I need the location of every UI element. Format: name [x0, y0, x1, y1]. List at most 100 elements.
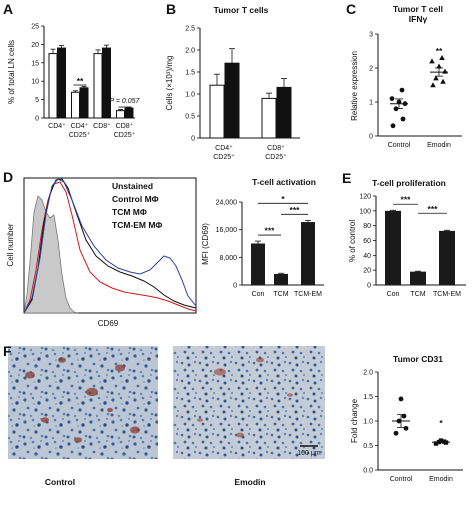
- data-point: [400, 116, 406, 122]
- bar-control: [93, 53, 103, 119]
- stain-spot: [25, 371, 35, 379]
- image-caption: Control: [45, 477, 75, 487]
- y-tick-label: 2.0: [363, 370, 373, 377]
- x-tick-label: Control: [388, 142, 411, 149]
- bar-control: [261, 97, 277, 139]
- x-tick-label: CD25⁺: [213, 153, 235, 161]
- stain-spot: [107, 407, 113, 413]
- chart-b: Tumor T cells 0 0.5 1.0 1.5 2.0 2.5 Cells (×10³…: [165, 5, 300, 161]
- x-tick-label: CD8⁺: [267, 144, 285, 152]
- significance-label: ***: [428, 204, 439, 214]
- x-axis-label: CD69: [98, 319, 119, 328]
- data-point: [433, 75, 439, 81]
- x-tick-label: Emodin: [429, 476, 453, 483]
- y-tick-label: 100: [359, 208, 371, 215]
- x-tick-label: CD8⁺: [93, 122, 111, 130]
- significance-label: **: [436, 46, 443, 56]
- bar-tcm-em: [301, 222, 315, 285]
- x-tick-label: Con: [252, 291, 265, 298]
- y-tick-label: 25: [31, 24, 39, 31]
- bar-emodin: [276, 86, 292, 139]
- series-tcm-em: [23, 178, 197, 314]
- x-tick-label: TCM: [410, 291, 425, 298]
- significance-label: ***: [401, 195, 412, 205]
- bar-con: [251, 243, 265, 285]
- legend-entry: Control MΦ: [112, 194, 159, 204]
- x-tick-label: CD4⁺: [48, 122, 66, 130]
- data-point: [398, 396, 404, 402]
- y-tick-label: 0.0: [363, 468, 373, 475]
- panel-label-f: F: [3, 343, 12, 359]
- y-tick-label: 80: [363, 223, 371, 230]
- significance-label: ***: [290, 205, 301, 215]
- stain-spot: [214, 368, 226, 376]
- chart-d-histogram: Cell number CD69 Unstained Control MΦ TCM MΦ…: [6, 177, 197, 328]
- plot-frame: [23, 177, 197, 314]
- chart-subtitle: IFNγ: [409, 14, 428, 24]
- x-tick-label: CD8⁺: [116, 122, 134, 130]
- image-emodin: 100 μm: [173, 346, 325, 459]
- y-tick-label: 0.5: [363, 443, 373, 450]
- y-axis-label: % of control: [348, 220, 357, 262]
- y-tick-label: 0: [35, 116, 39, 123]
- data-point: [393, 430, 399, 436]
- p-value-label: P = 0.057: [110, 98, 141, 105]
- data-point: [403, 425, 409, 431]
- bar-control: [209, 84, 225, 139]
- y-tick-label: 15: [31, 60, 39, 67]
- bar-emodin: [79, 87, 89, 119]
- y-tick-label: 1.0: [185, 92, 195, 99]
- y-tick-label: 20: [31, 42, 39, 49]
- data-point: [390, 123, 396, 129]
- bar-control: [48, 53, 58, 119]
- y-tick-label: 120: [359, 194, 371, 201]
- x-tick-label: CD25⁺: [265, 153, 287, 161]
- data-point: [389, 96, 395, 101]
- legend-entry: Unstained: [112, 181, 153, 191]
- data-point: [429, 58, 435, 64]
- data-point: [436, 63, 442, 69]
- series-control: [23, 178, 197, 314]
- x-tick-label: CD4⁺: [215, 144, 233, 152]
- x-tick-label: CD4⁺: [71, 122, 89, 130]
- y-tick-label: 1.5: [363, 394, 373, 401]
- y-tick-label: 0: [367, 283, 371, 290]
- x-tick-label: Control: [390, 476, 413, 483]
- y-axis-label: Cells (×10³)/mg: [165, 56, 174, 111]
- x-tick-label: Emodin: [427, 142, 451, 149]
- y-axis-label: Cell number: [6, 223, 15, 266]
- bar-tcm: [410, 271, 426, 285]
- x-tick-label: TCM-EM: [294, 291, 322, 298]
- chart-title: Tumor CD31: [393, 354, 443, 364]
- data-point: [438, 438, 444, 443]
- y-tick-label: 24,000: [216, 200, 238, 207]
- y-tick-label: 3: [369, 32, 373, 39]
- y-tick-label: 10: [31, 79, 39, 86]
- x-tick-label: CD25⁺: [69, 131, 91, 139]
- series-unstained: [23, 195, 79, 314]
- stain-spot: [130, 426, 140, 434]
- y-tick-label: 0: [233, 283, 237, 290]
- y-axis-label: MFI (CD69): [201, 223, 210, 265]
- bar-con: [385, 210, 401, 285]
- bar-control: [116, 110, 125, 119]
- y-tick-label: 2.0: [185, 48, 195, 55]
- chart-e: T-cell proliferation 0 20 40 60 80 100 120 Con TC…: [348, 178, 466, 298]
- y-tick-label: 5: [35, 97, 39, 104]
- image-caption: Emodin: [234, 477, 265, 487]
- tissue-image: [8, 346, 158, 459]
- y-tick-label: 0: [191, 136, 195, 143]
- y-tick-label: 0.5: [185, 114, 195, 121]
- scale-bar-label: 100 μm: [297, 450, 321, 457]
- y-tick-label: 1.0: [363, 419, 373, 426]
- significance-label: **: [77, 76, 84, 86]
- y-tick-label: 1: [369, 100, 373, 107]
- x-tick-label: TCM-EM: [433, 291, 461, 298]
- stain-spot: [58, 357, 66, 363]
- chart-f: Tumor CD31 0.0 0.5 1.0 1.5 2.0 Control Emodin Fo…: [350, 354, 463, 483]
- data-point: [399, 87, 405, 93]
- image-control: [8, 346, 158, 459]
- significance-label: ***: [265, 226, 276, 236]
- bar-emodin: [224, 62, 240, 139]
